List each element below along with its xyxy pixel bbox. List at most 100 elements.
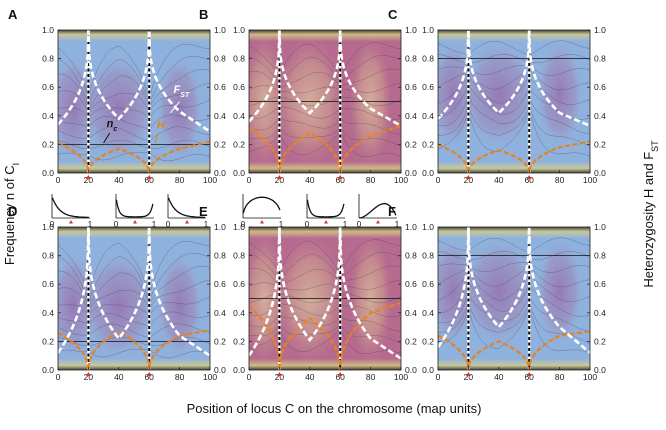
y-tick-label-right: 0.6: [594, 82, 606, 92]
plot-area-F: [438, 227, 590, 370]
plot-area-D: [58, 227, 210, 370]
y-tick-label: 0.2: [42, 139, 54, 149]
density-blob: [460, 237, 538, 346]
contour-line: [438, 104, 590, 147]
x-tick-label: 40: [305, 175, 315, 185]
x-tick-label: 60: [335, 372, 345, 382]
contour-line: [438, 281, 590, 317]
x-tick-label: 80: [555, 175, 565, 185]
series-FST: [249, 30, 401, 127]
contour-line: [249, 126, 401, 147]
selected-locus-marker: [146, 372, 152, 376]
edge-bottom: [438, 161, 590, 173]
contour-line: [249, 117, 401, 135]
inset-curve: [51, 197, 89, 219]
y-tick-label: 0.2: [42, 336, 54, 346]
y-tick-label-right: 0.0: [214, 365, 226, 375]
y-tick-label-right: 1.0: [594, 222, 606, 232]
x-tick-label: 100: [583, 372, 597, 382]
y-tick-label-right: 1.0: [405, 25, 417, 35]
density-blob: [155, 251, 204, 360]
x-tick-label: 0: [247, 372, 252, 382]
y-tick-label-right: 0.2: [214, 139, 226, 149]
y-tick-label: 0.0: [233, 365, 245, 375]
x-tick-label: 60: [144, 175, 154, 185]
density-blob: [535, 237, 584, 346]
x-tick-label: 0: [436, 372, 441, 382]
inset-marker: [260, 220, 264, 224]
y-tick-label-right: 1.0: [405, 222, 417, 232]
panel-label-E: E: [199, 204, 208, 219]
contour-line: [438, 251, 590, 261]
contour-line: [249, 314, 401, 332]
edge-bottom: [58, 358, 210, 370]
panel-E: E0.0 0.00.2 0.20.4 0.40.6 0.60.8 0.81.0 1.00 20…: [199, 194, 417, 382]
selected-locus-marker: [465, 175, 471, 179]
y-tick-label: 0.6: [42, 279, 54, 289]
y-tick-label-right: 0.4: [594, 111, 606, 121]
x-tick-label: 100: [203, 372, 217, 382]
y-tick-label: 0.4: [422, 111, 434, 121]
x-tick-label: 60: [335, 175, 345, 185]
y-tick-label-right: 0.6: [594, 279, 606, 289]
x-tick-label: 40: [114, 372, 124, 382]
y-tick-label: 0.0: [422, 168, 434, 178]
x-tick-label: 80: [555, 372, 565, 382]
y-tick-label: 0.2: [233, 139, 245, 149]
x-tick-label: 20: [464, 175, 474, 185]
y-tick-label-right: 0.6: [405, 82, 417, 92]
series-H: [438, 330, 590, 370]
y-tick-label: 1.0: [422, 25, 434, 35]
contour-line: [249, 279, 401, 291]
series-H: [58, 140, 210, 173]
inset-marker: [69, 220, 73, 224]
contour-line: [58, 99, 210, 120]
y-tick-label-right: 0.8: [214, 251, 226, 261]
y-tick-label: 1.0: [42, 25, 54, 35]
panel-A: A 0.0 0.0 0.2 0.2 0.4 0.4 0.6 0.6 0.8 0.8 1.0 1.0 0 20…: [8, 7, 226, 185]
panel-label-D: D: [8, 204, 17, 219]
y-tick-label-right: 0.8: [214, 54, 226, 64]
contour-line: [438, 95, 590, 135]
x-tick-label: 20: [84, 175, 94, 185]
plot-area-E: [249, 227, 401, 370]
contour-line: [249, 106, 401, 121]
inset-tick-0: 0: [241, 220, 246, 229]
edge-bottom: [249, 161, 401, 173]
y-tick-label-right: 1.0: [594, 25, 606, 35]
inset-tick-1: 1: [395, 220, 400, 229]
y-tick-label-right: 0.8: [405, 54, 417, 64]
panel-B: B 0.0 0.0 0.2 0.2 0.4 0.4 0.6 0.6 0.8 0.8 1.0 1.0 0 20…: [199, 7, 417, 185]
contour-line: [58, 55, 210, 107]
annotation-fst: FST: [174, 84, 190, 99]
y-tick-label: 0.2: [422, 139, 434, 149]
contour-line: [249, 327, 401, 354]
contour-line: [249, 265, 401, 287]
density-blob: [80, 251, 158, 360]
x-tick-label: 60: [144, 372, 154, 382]
y-tick-label: 0.4: [422, 308, 434, 318]
x-tick-label: 100: [203, 175, 217, 185]
x-tick-label: 40: [305, 372, 315, 382]
y-tick-label-right: 0.2: [405, 336, 417, 346]
y-tick-label: 0.0: [233, 168, 245, 178]
density-blob: [460, 40, 538, 149]
edge-top: [438, 227, 590, 239]
y-tick-label: 0.0: [42, 168, 54, 178]
inset-tick-1: 1: [204, 220, 209, 229]
y-tick-label: 0.2: [422, 336, 434, 346]
contour-line: [438, 40, 590, 56]
panel-label-B: B: [199, 7, 208, 22]
x-tick-label: 40: [494, 372, 504, 382]
inset-tick-1: 1: [88, 220, 93, 229]
selected-locus-marker: [276, 372, 282, 376]
edge-bottom: [58, 161, 210, 173]
inset-marker: [324, 220, 328, 224]
y-tick-label-right: 0.4: [594, 308, 606, 318]
plot-area-B: [249, 30, 401, 173]
